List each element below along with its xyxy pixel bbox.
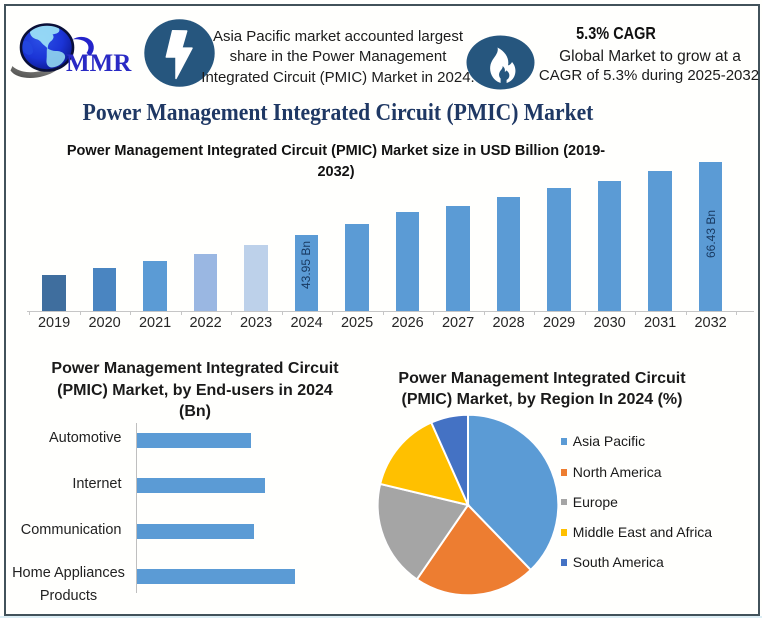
svg-text:MMR: MMR	[66, 50, 132, 77]
